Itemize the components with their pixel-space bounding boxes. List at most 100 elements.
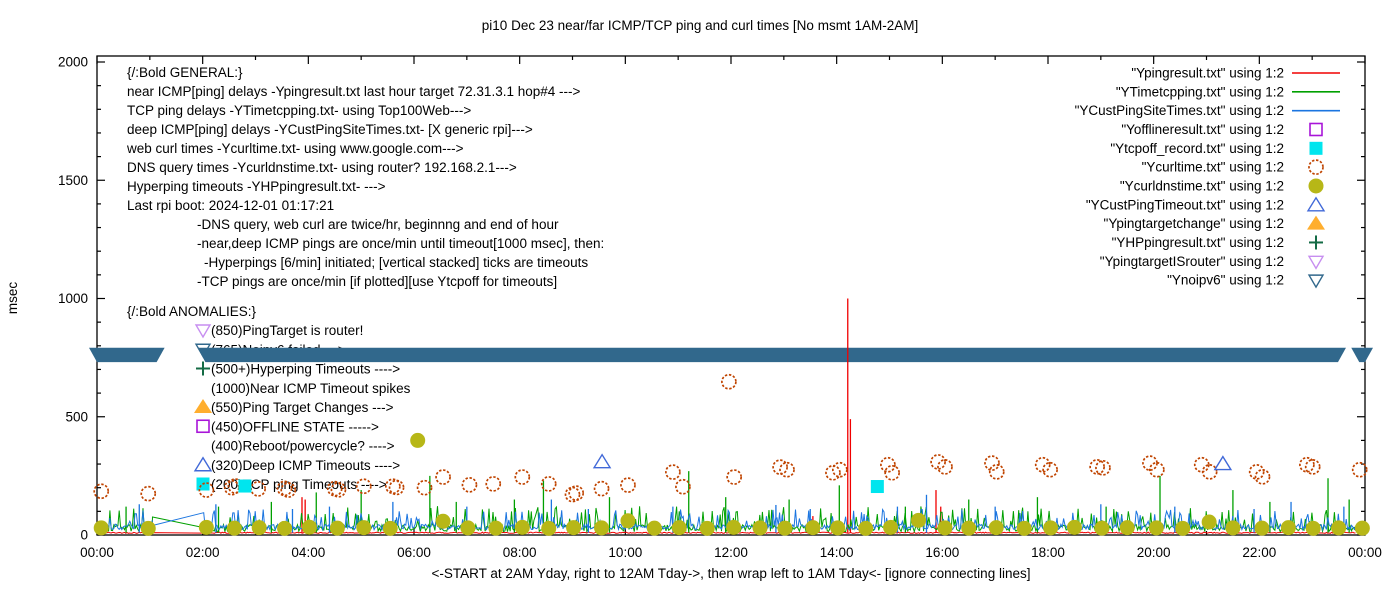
dns-time-point bbox=[699, 520, 715, 536]
dns-time-point bbox=[1066, 519, 1082, 535]
dns-time-point bbox=[460, 520, 476, 536]
legend-marker-sample bbox=[1309, 141, 1323, 155]
dns-time-point bbox=[883, 519, 899, 535]
curl-time-point bbox=[930, 454, 946, 470]
legend-label: "YHPpingresult.txt" using 1:2 bbox=[1112, 235, 1284, 250]
curl-time-point bbox=[675, 478, 691, 495]
curl-time-point bbox=[831, 461, 848, 478]
dns-time-point bbox=[961, 520, 977, 536]
curl-time-point bbox=[1042, 461, 1058, 478]
dns-time-point bbox=[277, 520, 293, 536]
dns-time-point bbox=[1254, 520, 1270, 536]
legend-label: "YTimetcpping.txt" using 1:2 bbox=[1116, 84, 1284, 99]
dns-time-point bbox=[620, 513, 636, 529]
curl-time-point bbox=[880, 456, 896, 473]
legend-marker-sample bbox=[1306, 196, 1326, 212]
dns-time-point bbox=[251, 520, 267, 536]
curl-time-point bbox=[276, 480, 293, 497]
dns-time-point bbox=[1225, 520, 1241, 536]
curl-time-point bbox=[984, 455, 1000, 471]
y-axis-label: msec bbox=[5, 282, 20, 315]
dns-time-point bbox=[805, 520, 821, 536]
curl-time-point bbox=[330, 481, 347, 498]
dns-time-point bbox=[1354, 520, 1370, 536]
legend-label: "Ypingresult.txt" using 1:2 bbox=[1131, 66, 1284, 81]
noipv6-band-segment bbox=[1351, 347, 1373, 363]
dns-time-point bbox=[329, 520, 345, 536]
dns-time-point bbox=[830, 520, 846, 536]
dns-time-point bbox=[93, 520, 109, 536]
legend: "Ypingresult.txt" using 1:2 "YTimetcpping… bbox=[1075, 66, 1340, 289]
general-note-line: near ICMP[ping] delays -Ypingresult.txt … bbox=[127, 84, 580, 99]
general-note-line: {/:Bold GENERAL:} bbox=[127, 65, 243, 80]
curl-time-point bbox=[620, 477, 636, 493]
curl-time-point bbox=[540, 476, 557, 492]
y-tick-label: 0 bbox=[80, 528, 88, 543]
curl-time-point bbox=[1248, 464, 1265, 480]
curl-time-point bbox=[140, 485, 157, 502]
legend-label: "YpingtargetISrouter" using 1:2 bbox=[1100, 254, 1284, 269]
legend-marker-sample bbox=[1309, 122, 1323, 137]
legend-marker-sample bbox=[1307, 274, 1325, 289]
general-note-line: -TCP pings are once/min [if plotted][use… bbox=[197, 274, 557, 289]
general-note-line: deep ICMP[ping] delays -YCustPingSiteTim… bbox=[127, 122, 533, 137]
curl-time-point bbox=[485, 476, 502, 492]
dns-time-point bbox=[566, 520, 582, 536]
x-tick-label: 08:00 bbox=[503, 545, 537, 560]
general-note-line: TCP ping delays -YTimetcpping.txt- using… bbox=[127, 103, 471, 118]
general-note-line: Hyperping timeouts -YHPpingresult.txt- -… bbox=[127, 179, 386, 194]
dns-time-point bbox=[1280, 520, 1296, 536]
x-tick-label: 18:00 bbox=[1031, 545, 1065, 560]
anomaly-note-line: (550)Ping Target Changes ---> bbox=[211, 400, 394, 415]
noipv6-band-segment bbox=[89, 347, 165, 363]
dns-time-point bbox=[1331, 520, 1347, 536]
anomaly-note-line: (850)PingTarget is router! bbox=[211, 323, 363, 338]
legend-label: "YCustPingTimeout.txt" using 1:2 bbox=[1086, 197, 1284, 212]
x-tick-label: 00:00 bbox=[80, 545, 114, 560]
y-tick-label: 1500 bbox=[58, 173, 88, 188]
deep-timeout-point bbox=[592, 453, 612, 469]
noipv6-band bbox=[89, 347, 1373, 363]
anomaly-bullet bbox=[194, 399, 212, 413]
curl-time-point bbox=[772, 459, 788, 475]
dns-time-point bbox=[1148, 520, 1164, 536]
tcp-timeout-point bbox=[238, 479, 252, 493]
dns-time-point bbox=[1016, 520, 1032, 536]
curl-time-point bbox=[564, 486, 581, 503]
anomaly-note-line: (200)TCP ping Timeouts ----> bbox=[211, 477, 387, 492]
curl-time-point bbox=[779, 461, 795, 478]
anomaly-bullet bbox=[194, 324, 212, 339]
dns-time-point bbox=[671, 520, 687, 536]
dns-time-point bbox=[140, 520, 156, 536]
x-tick-label: 12:00 bbox=[714, 545, 748, 560]
curl-time-point bbox=[388, 479, 405, 496]
general-note-line: Last rpi boot: 2024-12-01 01:17:21 bbox=[127, 198, 334, 213]
annotation-text: {/:Bold GENERAL:} near ICMP[ping] delays … bbox=[126, 65, 604, 492]
dns-time-point bbox=[301, 519, 317, 535]
anomaly-note-line: (500+)Hyperping Timeouts ----> bbox=[211, 362, 400, 377]
general-note-line: -near,deep ICMP pings are once/min until… bbox=[197, 236, 604, 251]
y-tick-label: 2000 bbox=[58, 55, 88, 70]
curl-time-point bbox=[198, 482, 215, 498]
curl-time-point bbox=[825, 464, 841, 481]
curl-time-point bbox=[1034, 456, 1051, 473]
curl-time-point bbox=[1095, 459, 1111, 476]
dns-time-point bbox=[488, 520, 504, 536]
curl-time-point bbox=[1254, 468, 1271, 485]
legend-label: "Ycurltime.txt" using 1:2 bbox=[1142, 160, 1284, 175]
dns-time-point bbox=[541, 520, 557, 536]
legend-label: "Ypingtargetchange" using 1:2 bbox=[1104, 216, 1284, 231]
dns-time-point bbox=[435, 513, 451, 529]
curl-time-point bbox=[726, 469, 743, 485]
general-note-line: -DNS query, web curl are twice/hr, begin… bbox=[197, 217, 559, 232]
curl-time-point bbox=[988, 464, 1005, 480]
curl-time-point bbox=[385, 478, 401, 495]
general-note-line: -Hyperpings [6/min] initiated; [vertical… bbox=[204, 255, 588, 270]
legend-marker-sample bbox=[1307, 255, 1325, 270]
curl-time-point bbox=[514, 469, 531, 485]
x-tick-label: 04:00 bbox=[291, 545, 325, 560]
curl-time-point bbox=[1299, 456, 1315, 473]
dns-time-point bbox=[646, 520, 662, 536]
